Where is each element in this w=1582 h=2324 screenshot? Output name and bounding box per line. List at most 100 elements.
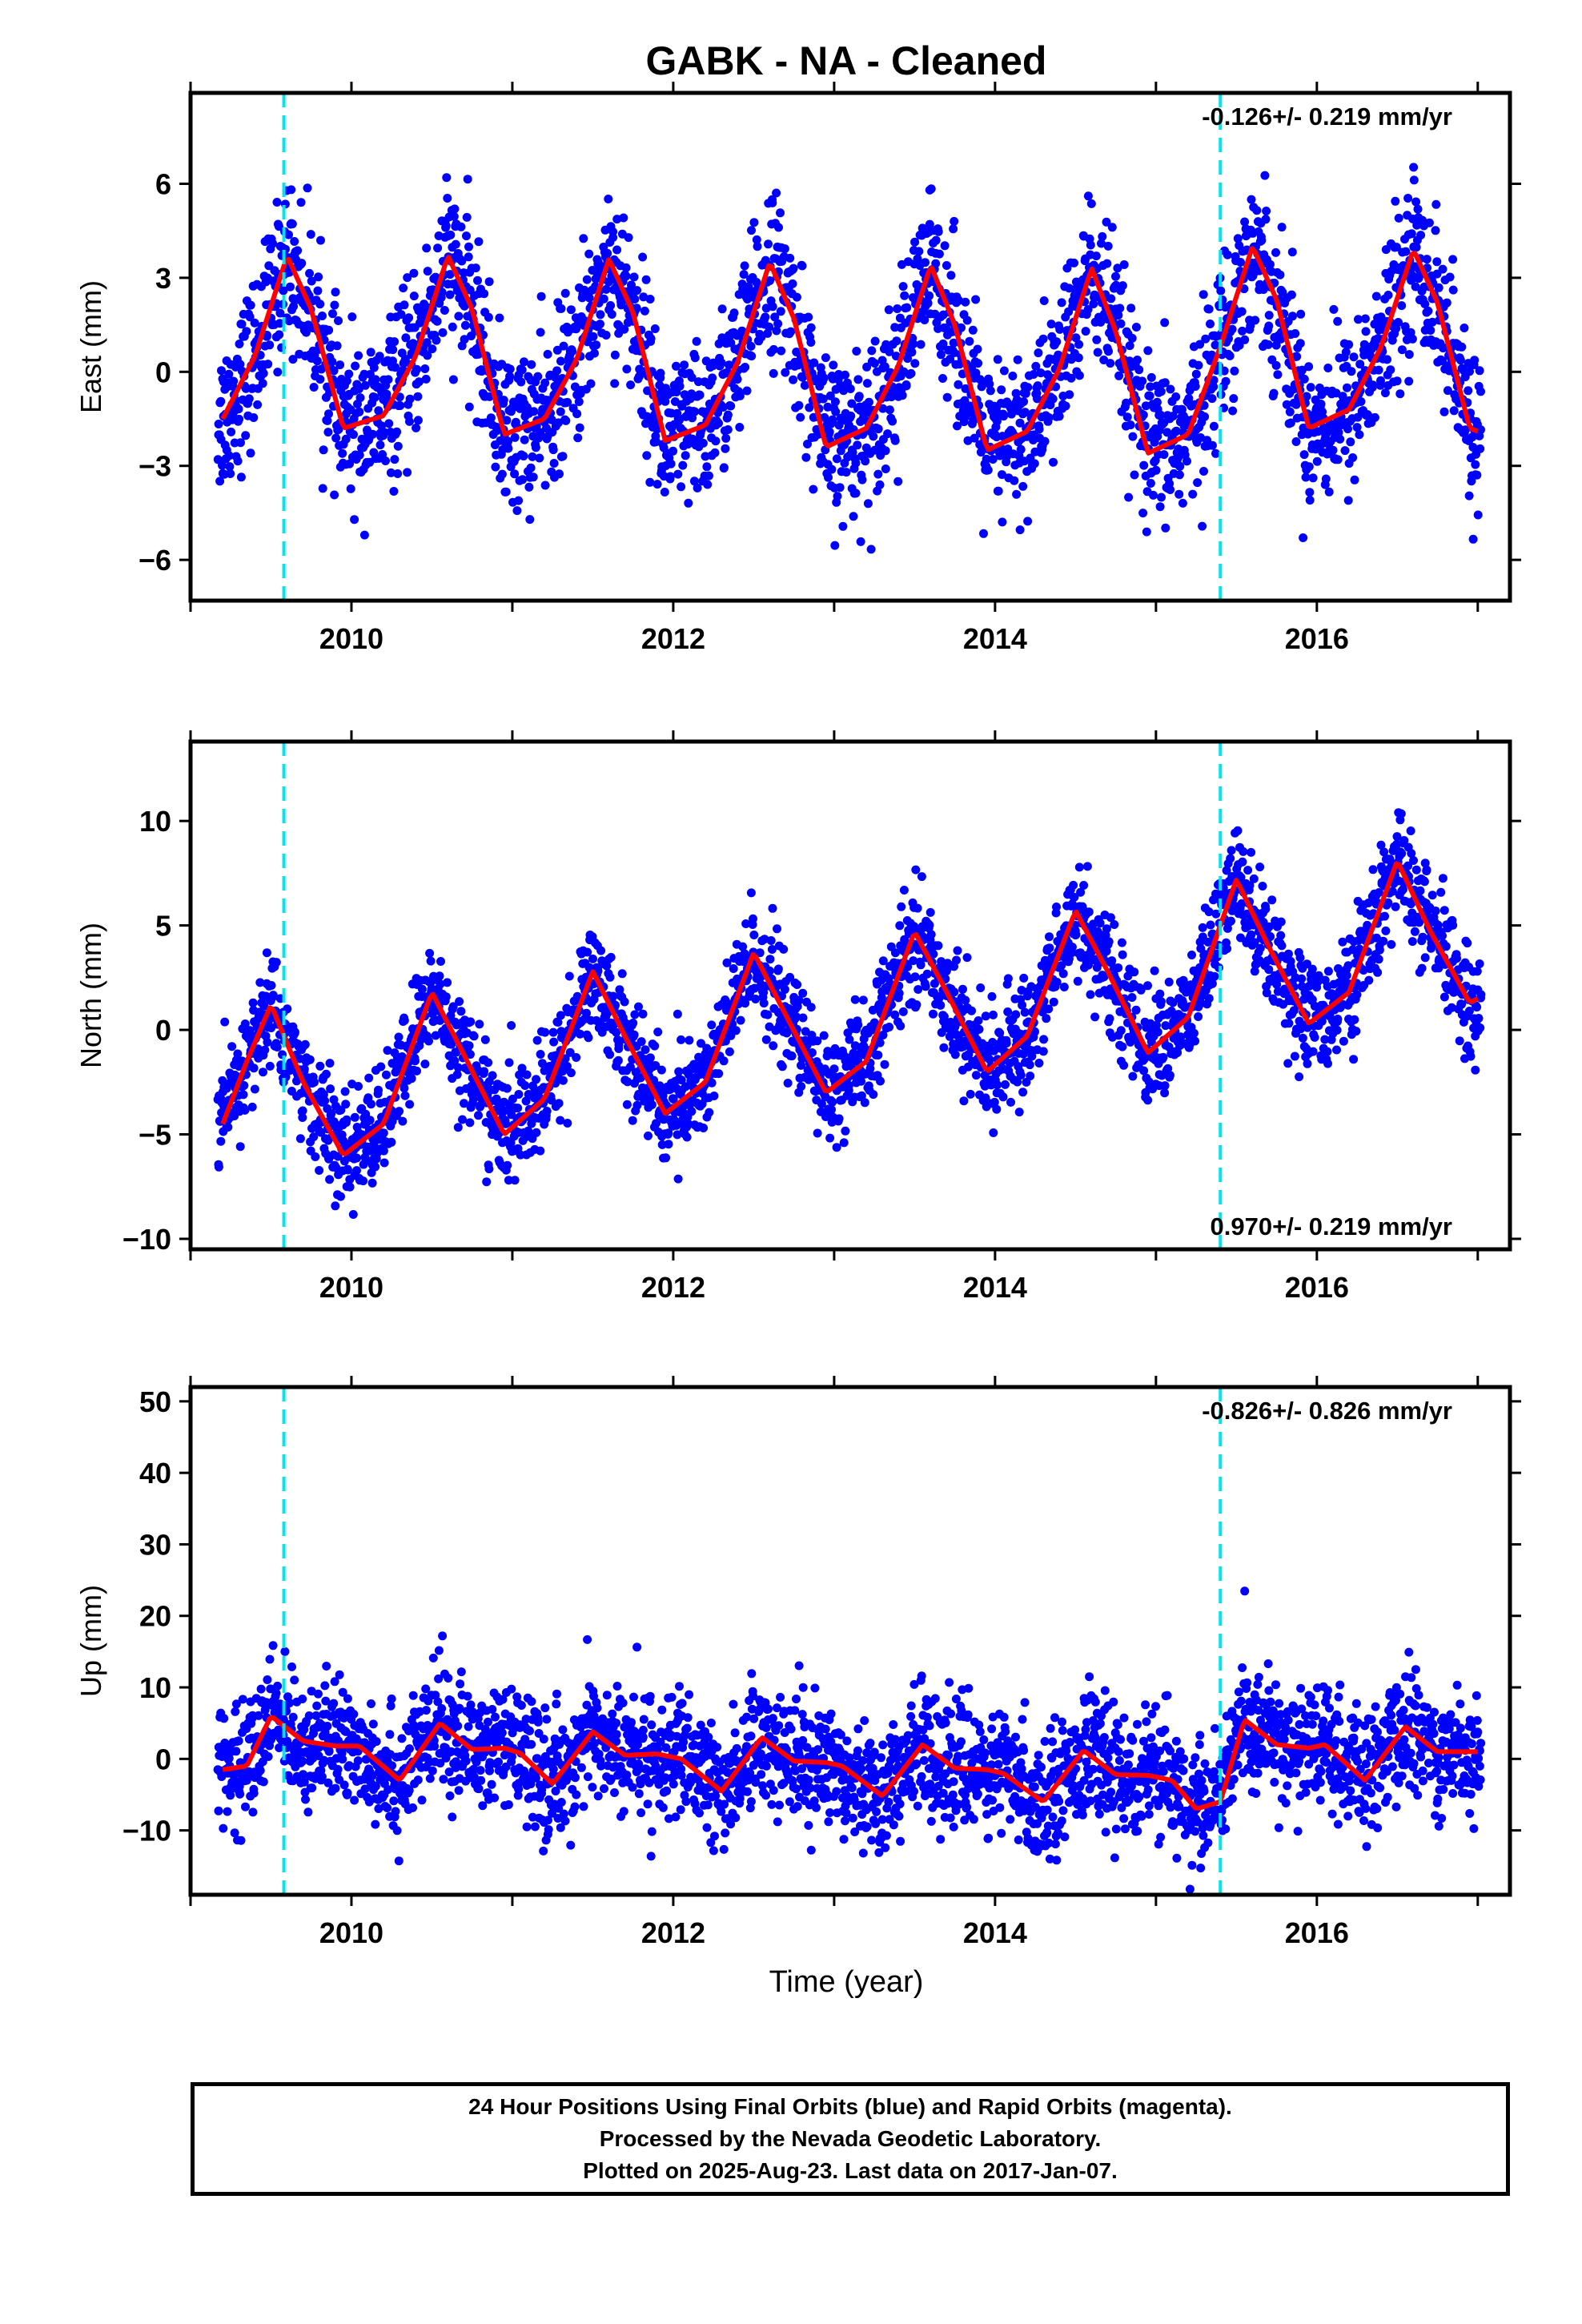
data-point	[502, 416, 512, 425]
data-point	[245, 312, 255, 322]
data-point	[590, 348, 599, 358]
data-point	[549, 1037, 559, 1047]
data-point	[329, 366, 339, 376]
data-point	[381, 456, 390, 465]
data-point	[287, 185, 296, 195]
data-point	[765, 966, 774, 975]
data-point	[825, 391, 835, 400]
data-point	[1422, 255, 1431, 264]
data-point	[216, 1136, 226, 1146]
data-point	[552, 345, 562, 355]
data-point	[1125, 341, 1134, 351]
data-point	[866, 545, 876, 554]
data-point	[645, 1053, 655, 1063]
data-point	[1420, 300, 1430, 309]
data-point	[856, 537, 865, 546]
data-point	[369, 363, 379, 372]
data-point	[1344, 340, 1354, 349]
data-point	[428, 344, 437, 354]
data-point	[484, 1058, 493, 1068]
data-point	[366, 348, 375, 357]
data-point	[1299, 450, 1309, 460]
data-point	[987, 991, 997, 1001]
data-point	[526, 463, 536, 472]
data-point	[1209, 376, 1219, 385]
data-point	[1448, 285, 1458, 295]
data-point	[368, 429, 377, 439]
data-point	[575, 423, 584, 432]
data-point	[839, 386, 849, 396]
data-point	[432, 336, 441, 345]
data-point	[412, 423, 421, 432]
data-point	[703, 480, 713, 489]
data-point	[386, 468, 396, 477]
data-point	[579, 234, 588, 243]
data-point	[1163, 1063, 1173, 1073]
data-point	[531, 443, 540, 452]
data-point	[1173, 1048, 1182, 1057]
data-point	[974, 1024, 984, 1034]
data-point	[244, 394, 254, 404]
data-point	[798, 1013, 808, 1023]
data-point	[1001, 1080, 1010, 1089]
data-point	[1034, 1059, 1044, 1068]
data-point	[1152, 397, 1162, 407]
data-point	[619, 213, 628, 223]
data-point	[1216, 286, 1226, 296]
data-point	[352, 1166, 361, 1176]
data-point	[495, 313, 504, 323]
data-point	[707, 1078, 717, 1088]
data-point	[1138, 376, 1147, 386]
data-point	[769, 344, 778, 354]
data-point	[759, 999, 769, 1008]
data-point	[1407, 229, 1416, 239]
data-point	[797, 1060, 805, 1070]
data-point	[632, 304, 641, 313]
data-point	[513, 1104, 523, 1113]
data-point	[1153, 1027, 1162, 1037]
data-point	[312, 356, 322, 366]
data-point	[1275, 270, 1285, 279]
data-point	[828, 1097, 837, 1107]
data-point	[584, 1033, 593, 1043]
data-point	[763, 1010, 773, 1019]
data-point	[971, 368, 981, 378]
data-point	[1305, 496, 1315, 505]
data-point	[259, 368, 268, 378]
data-point	[1448, 255, 1458, 264]
data-point	[515, 1070, 524, 1080]
data-point	[449, 211, 459, 221]
data-point	[796, 412, 805, 422]
data-point	[690, 407, 700, 416]
data-point	[1110, 920, 1119, 929]
data-point	[629, 1030, 639, 1039]
data-point	[1442, 298, 1452, 308]
data-point	[1409, 163, 1419, 172]
data-point	[776, 208, 785, 218]
data-point	[601, 331, 611, 340]
data-point	[630, 1010, 640, 1019]
data-point	[833, 492, 842, 501]
data-point	[665, 472, 675, 481]
data-point	[395, 1107, 404, 1116]
data-point	[1371, 292, 1381, 301]
data-point	[717, 358, 726, 368]
data-point	[1370, 412, 1379, 422]
data-point	[1118, 281, 1127, 291]
data-point	[909, 956, 918, 966]
data-point	[1391, 196, 1400, 206]
data-point	[622, 364, 632, 374]
data-point	[370, 392, 379, 402]
data-point	[722, 958, 732, 967]
data-point	[1143, 1096, 1153, 1105]
data-point	[770, 312, 780, 322]
data-point	[464, 242, 473, 251]
data-point	[617, 969, 627, 979]
data-point	[1439, 407, 1449, 416]
data-point	[1010, 476, 1019, 485]
data-point	[371, 1162, 380, 1172]
axes-frame	[188, 90, 1512, 603]
data-point	[540, 378, 550, 388]
data-point	[518, 475, 528, 485]
